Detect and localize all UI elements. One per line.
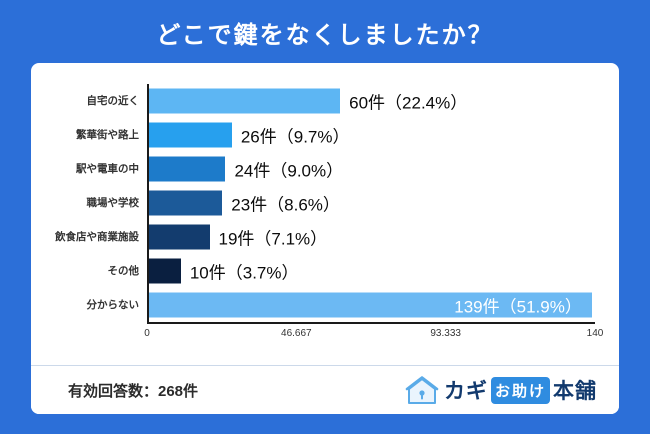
x-tick-label: 93.333 bbox=[430, 328, 461, 339]
category-label: 繁華街や路上 bbox=[76, 128, 139, 141]
bar-value-label: 139件（51.9%） bbox=[454, 297, 582, 317]
bar bbox=[149, 258, 181, 284]
bar-chart: 自宅の近く 60件（22.4%） 繁華街や路上 26件（9.7%） 駅や電車の中 24件（… bbox=[31, 63, 619, 342]
bar-track: 10件（3.7%） bbox=[147, 254, 595, 288]
x-axis-line bbox=[147, 322, 595, 324]
chart-row: 自宅の近く 60件（22.4%） bbox=[45, 84, 595, 118]
category-label: 分からない bbox=[86, 298, 140, 311]
bar-track: 19件（7.1%） bbox=[147, 220, 595, 254]
bar bbox=[149, 156, 226, 182]
bar-track: 26件（9.7%） bbox=[147, 118, 595, 152]
x-tick-label: 0 bbox=[144, 328, 150, 339]
bar-value-label: 26件（9.7%） bbox=[240, 127, 350, 147]
category-label: 飲食店や商業施設 bbox=[55, 230, 139, 243]
chart-row: 職場や学校 23件（8.6%） bbox=[45, 186, 595, 220]
bar-track: 139件（51.9%） bbox=[147, 288, 595, 322]
bar-track: 24件（9.0%） bbox=[147, 152, 595, 186]
bar bbox=[149, 122, 232, 148]
category-label: その他 bbox=[107, 264, 140, 277]
bar-track: 23件（8.6%） bbox=[147, 186, 595, 220]
bar-value-label: 10件（3.7%） bbox=[189, 263, 299, 283]
chart-row: その他 10件（3.7%） bbox=[45, 254, 595, 288]
bar bbox=[149, 224, 210, 250]
bar-value-label: 60件（22.4%） bbox=[349, 93, 468, 113]
chart-card: 自宅の近く 60件（22.4%） 繁華街や路上 26件（9.7%） 駅や電車の中 24件（… bbox=[31, 63, 619, 414]
x-tick-label: 140 bbox=[586, 328, 604, 339]
x-axis-ticks: 0 46.667 93.333 140 bbox=[144, 324, 603, 342]
page-title: どこで鍵をなくしましたか？ bbox=[156, 22, 494, 49]
logo-text-honpo: 本舗 bbox=[553, 380, 597, 403]
chart-row: 飲食店や商業施設 19件（7.1%） bbox=[45, 220, 595, 254]
logo-text-otasuke: お助け bbox=[490, 376, 550, 404]
bar bbox=[149, 88, 341, 114]
category-label: 駅や電車の中 bbox=[76, 162, 139, 175]
category-label: 職場や学校 bbox=[86, 196, 140, 209]
chart-row: 駅や電車の中 24件（9.0%） bbox=[45, 152, 595, 186]
chart-rows: 自宅の近く 60件（22.4%） 繁華街や路上 26件（9.7%） 駅や電車の中 24件（… bbox=[45, 84, 595, 322]
bar-track: 60件（22.4%） bbox=[147, 84, 595, 118]
category-label: 自宅の近く bbox=[86, 94, 140, 107]
valid-responses-note: 有効回答数：268件 bbox=[68, 382, 199, 400]
bar bbox=[149, 292, 592, 318]
house-icon bbox=[405, 376, 439, 404]
card-footer: 有効回答数：268件 カギ お助け 本舗 bbox=[31, 365, 619, 414]
bar-value-label: 24件（9.0%） bbox=[234, 161, 344, 181]
chart-row: 繁華街や路上 26件（9.7%） bbox=[45, 118, 595, 152]
bar-value-label: 19件（7.1%） bbox=[218, 229, 328, 249]
x-tick-label: 46.667 bbox=[281, 328, 312, 339]
bar bbox=[149, 190, 223, 216]
brand-logo: カギ お助け 本舗 bbox=[405, 375, 597, 405]
chart-row: 分からない 139件（51.9%） bbox=[45, 288, 595, 322]
logo-text-kagi: カギ bbox=[443, 380, 488, 403]
bar-value-label: 23件（8.6%） bbox=[231, 195, 340, 215]
